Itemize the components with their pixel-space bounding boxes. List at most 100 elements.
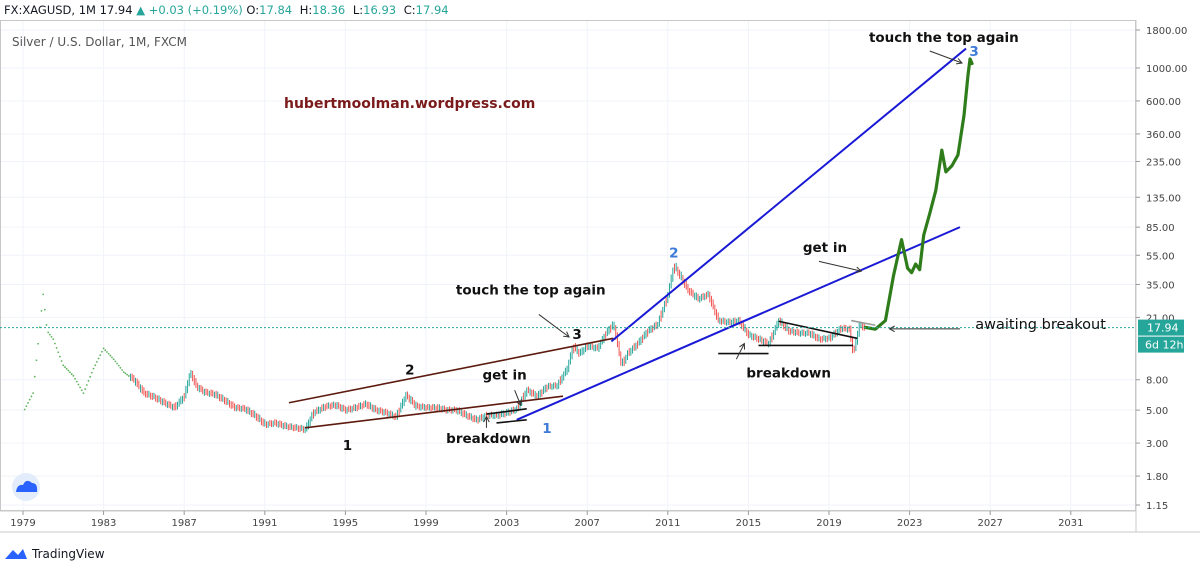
cloud-icon[interactable] [12,473,40,501]
price-dot [123,371,125,373]
price-dot [44,309,46,311]
annotation-arrows [484,51,962,428]
projection-path[interactable] [865,59,972,329]
price-dot [83,392,85,394]
x-tick-label: 1987 [171,518,196,529]
x-tick-label: 2003 [494,518,519,529]
price-change: +0.03 (+0.19%) [149,3,243,17]
y-tick-label: 1.15 [1146,501,1168,512]
x-tick-label: 1983 [91,518,116,529]
price-dot [104,349,106,351]
y-tick-label: 1800.00 [1146,26,1187,37]
high-value: 18.36 [312,3,345,17]
trendline [851,321,875,326]
low-label: L: [353,3,363,17]
annotations: touch the top again32 get intouch the top… [343,30,1107,454]
open-value: 17.84 [259,3,292,17]
x-tick-label: 2031 [1058,518,1083,529]
price-dot [86,384,88,386]
low-value: 16.93 [363,3,396,17]
chart-title: Silver / U.S. Dollar, 1M, FXCM [12,35,187,49]
price-change-icon: ▲ [136,3,145,17]
open-label: O: [246,3,259,17]
price-dot [46,324,48,326]
price-dot [51,336,53,338]
trendline [289,338,613,402]
price-dot [98,358,100,360]
y-tick-label: 5.00 [1146,406,1168,417]
price-dot [32,392,34,394]
price-dot [56,347,58,349]
close-label: C: [404,3,416,17]
trendline [497,420,527,423]
annotation-label: 3 [572,327,581,343]
x-tick-label: 2015 [736,518,761,529]
price-dot [78,384,80,386]
y-tick-label: 1000.00 [1146,64,1187,75]
price-dot [41,310,43,312]
price-dot [49,334,51,336]
y-axis[interactable]: 1800.00 1000.00 600.00 360.00 235.00 135.00 85… [1136,26,1187,512]
price-dot [89,376,91,378]
annotation-label: touch the top again [456,282,606,298]
price-dot [81,389,83,391]
y-tick-label: 35.00 [1146,280,1175,291]
x-tick-label: 1979 [10,518,35,529]
symbol-name[interactable]: FX:XAGUSD, 1M [4,3,96,17]
price-dot [126,374,128,376]
y-tick-label: 235.00 [1146,157,1181,168]
y-tick-label: 600.00 [1146,97,1181,108]
annotation-label: get in [482,368,526,384]
trendline [611,49,966,342]
x-tick-label: 2023 [897,518,922,529]
arrow-icon [819,261,861,271]
trendline [517,227,960,420]
price-dot [106,351,108,353]
footer-brand[interactable]: TradingView [32,547,105,561]
annotation-label: 2 [669,246,678,262]
price-dot [25,405,27,407]
price-dot [119,367,121,369]
price-dot [99,354,101,356]
price-dot [116,363,118,365]
footer: TradingView [4,544,105,564]
price-dot [66,368,68,370]
price-dot [76,381,78,383]
x-tick-label: 1991 [252,518,277,529]
price-dot [47,332,49,334]
annotation-label: breakdown [746,365,831,381]
annotation-label: awaiting breakout [975,317,1106,333]
price-dot [125,373,127,375]
x-axis[interactable]: 1979 1983 1987 1991 1995 1999 2003 2007 2011 2015… [10,511,1083,529]
chart-svg[interactable]: Silver / U.S. Dollar, 1M, FXCM hubertmoo… [0,20,1200,540]
annotation-label: 1 [542,421,551,437]
price-dot [108,353,110,355]
last-price-label: 17.94 [1147,322,1179,335]
price-dot [91,372,93,374]
price-dot [24,409,26,411]
y-tick-label: 1.80 [1146,472,1168,483]
y-tick-label: 135.00 [1146,193,1181,204]
x-tick-label: 1995 [333,518,358,529]
price-dot [84,388,86,390]
y-tick-label: 85.00 [1146,223,1175,234]
price-dot [61,360,63,362]
price-dot [67,370,69,372]
price-dot [72,375,74,377]
annotation-label: 2 [405,362,414,378]
annotation-label: 1 [343,438,352,454]
price-dot [88,380,90,382]
tradingview-logo-icon[interactable] [4,547,28,561]
chart-area[interactable]: Silver / U.S. Dollar, 1M, FXCM hubertmoo… [0,20,1200,540]
y-tick-label: 3.00 [1146,439,1168,450]
symbol-header: FX:XAGUSD, 1M 17.94 ▲ +0.03 (+0.19%) O:1… [4,1,453,19]
price-dot [128,375,130,377]
price-dot [101,351,103,353]
price-dot [71,373,73,375]
price-series [24,263,864,433]
price-dot [79,386,81,388]
price-dot [54,343,56,345]
annotation-label: 3 [969,44,978,60]
price-dot [59,356,61,358]
x-tick-label: 2011 [655,518,680,529]
